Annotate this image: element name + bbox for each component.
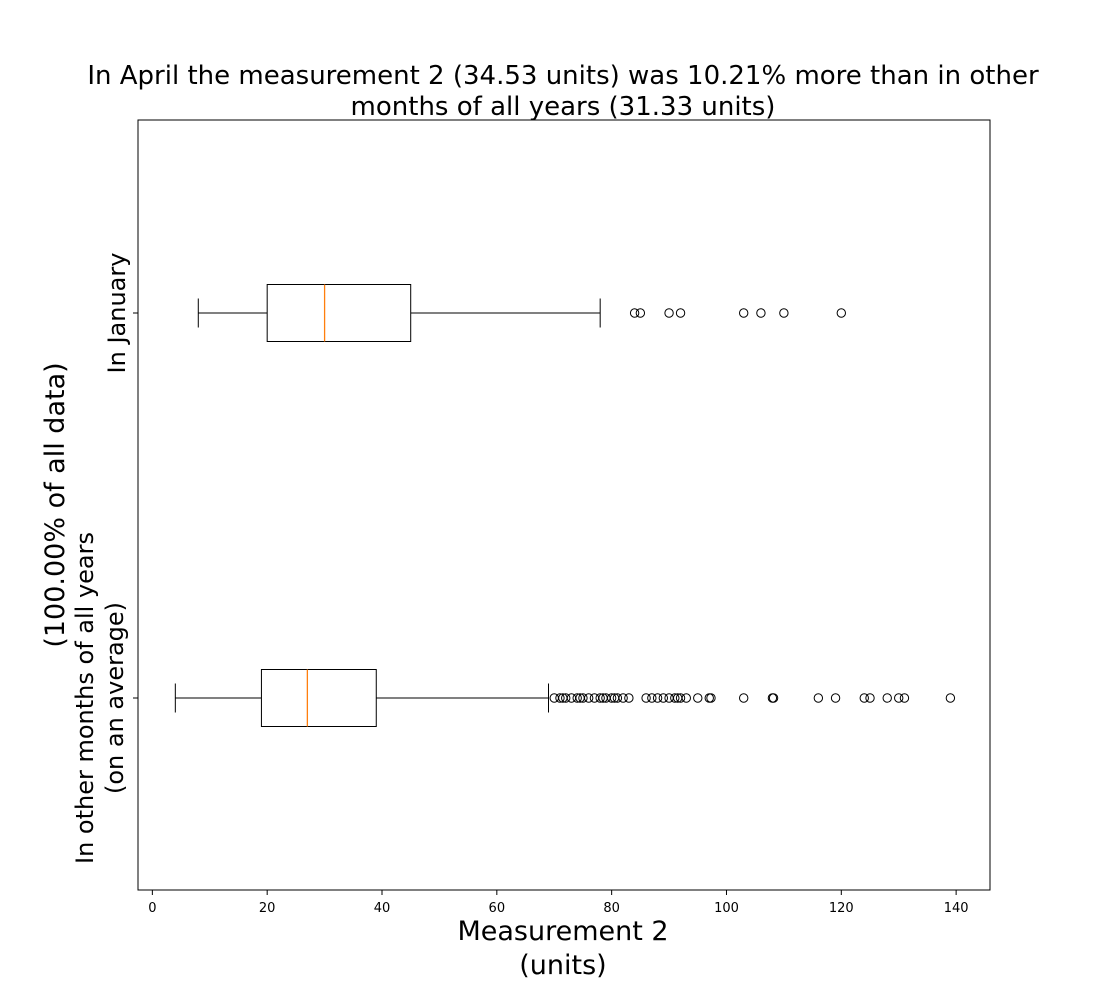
outlier-point	[739, 308, 749, 318]
outlier-point	[894, 693, 904, 703]
outlier-point	[583, 693, 594, 703]
y-category-label: (on an average)	[101, 602, 129, 794]
x-tick-label: 40	[374, 901, 391, 916]
x-tick-label: 0	[148, 901, 156, 916]
outlier-point	[865, 693, 875, 703]
outlier-point	[618, 693, 628, 703]
outlier-point	[768, 693, 779, 703]
outlier-point	[629, 308, 640, 318]
outlier-point	[675, 308, 686, 318]
outlier-point	[859, 693, 869, 703]
outlier-point	[830, 693, 841, 703]
x-tick-label: 60	[489, 901, 506, 916]
outlier-point	[899, 693, 910, 703]
outlier-point	[693, 693, 703, 703]
outlier-point	[635, 308, 646, 318]
outlier-point	[670, 693, 680, 703]
outlier-point	[595, 693, 605, 703]
x-tick-label: 80	[603, 901, 620, 916]
outlier-point	[641, 693, 651, 703]
outlier-point	[652, 693, 663, 703]
y-axis-ticks: In January In other months of all years (o…	[71, 253, 138, 864]
x-tick-label: 120	[829, 901, 854, 916]
outlier-point	[756, 308, 766, 318]
y-axis-label: (100.00% of all data)	[40, 362, 71, 647]
outlier-point	[578, 693, 588, 703]
outlier-point	[836, 308, 847, 318]
box-series	[174, 284, 956, 727]
outlier-point	[624, 693, 634, 703]
x-axis-label: Measurement 2 (units)	[457, 916, 668, 981]
x-tick-label: 100	[714, 901, 739, 916]
outlier-point	[779, 308, 789, 318]
outlier-point	[739, 693, 749, 703]
y-axis-label-line-1: (100.00% of all data)	[40, 362, 71, 647]
box-1	[197, 284, 847, 342]
outlier-point	[658, 693, 669, 703]
x-axis-label-line-2: (units)	[519, 950, 606, 981]
outlier-point	[572, 693, 582, 703]
outlier-point	[561, 693, 571, 703]
y-category-label: In January	[103, 253, 131, 374]
x-axis-ticks: 0 20 40 60 80 100 120 140	[148, 890, 969, 916]
outlier-point	[813, 693, 824, 703]
iqr-box	[266, 284, 412, 342]
y-category-label: In other months of all years	[71, 532, 99, 864]
outlier-point	[647, 693, 657, 703]
outlier-point	[675, 693, 686, 703]
chart-title: In April the measurement 2 (34.53 units)…	[87, 61, 1039, 122]
outlier-point	[664, 308, 674, 318]
x-tick-label: 140	[944, 901, 969, 916]
plot-area	[137, 119, 991, 891]
outlier-point	[612, 693, 623, 703]
outlier-point	[945, 693, 956, 703]
outlier-point	[555, 693, 565, 703]
outlier-point	[882, 693, 892, 703]
title-line-2: months of all years (31.33 units)	[351, 92, 776, 122]
box-2	[174, 669, 956, 727]
x-tick-label: 20	[259, 901, 276, 916]
outlier-point	[681, 693, 691, 703]
iqr-box	[260, 669, 377, 727]
outlier-point	[706, 693, 716, 703]
title-line-1: In April the measurement 2 (34.53 units)…	[87, 61, 1039, 91]
outlier-point	[606, 693, 617, 703]
x-axis-label-line-1: Measurement 2	[457, 916, 668, 947]
